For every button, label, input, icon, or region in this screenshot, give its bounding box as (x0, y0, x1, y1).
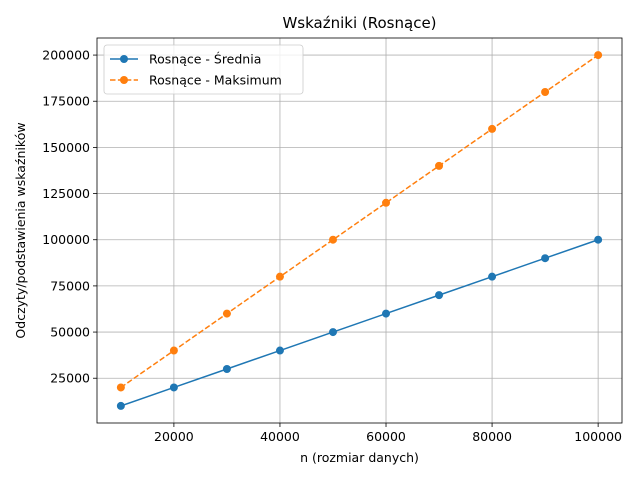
x-axis: 20000 40000 60000 80000 100000 (154, 423, 622, 444)
y-axis-label: Odczyty/podstawienia wskaźników (13, 122, 28, 338)
grid-lines (97, 38, 622, 423)
x-tick-label: 20000 (154, 429, 194, 444)
legend-marker-maximum (120, 76, 128, 84)
data-point (116, 383, 125, 392)
x-tick-label: 60000 (366, 429, 406, 444)
data-point (382, 198, 391, 207)
x-tick-label: 80000 (472, 429, 512, 444)
series-line (120, 54, 599, 389)
legend-marker-average (120, 55, 128, 63)
legend-label-maximum: Rosnące - Maksimum (149, 73, 282, 88)
data-point (169, 346, 178, 355)
data-point (275, 346, 284, 355)
y-tick-label: 175000 (42, 94, 90, 109)
data-point (541, 88, 550, 97)
legend-box (103, 44, 304, 95)
data-point (328, 235, 337, 244)
y-tick-label: 200000 (42, 48, 90, 63)
legend: Rosnące - Średnia Rosnące - Maksimum (103, 44, 304, 95)
series-layer (116, 51, 603, 410)
chart-title: Wskaźniki (Rosnące) (282, 14, 436, 32)
data-point (541, 254, 550, 263)
data-point (328, 328, 337, 337)
data-point (488, 272, 497, 281)
legend-item-maximum: Rosnące - Maksimum (110, 73, 282, 88)
series-line (120, 239, 599, 407)
y-tick-label: 50000 (50, 325, 90, 340)
data-point (382, 309, 391, 318)
y-tick-label: 100000 (42, 232, 90, 247)
plot-frame (96, 37, 623, 424)
data-point (222, 309, 231, 318)
data-point (435, 161, 444, 170)
x-tick-label: 40000 (260, 429, 300, 444)
data-point (222, 364, 231, 373)
y-tick-label: 125000 (42, 186, 90, 201)
data-point (435, 291, 444, 300)
y-tick-label: 75000 (50, 278, 90, 293)
legend-item-average: Rosnące - Średnia (110, 52, 261, 67)
legend-label-average: Rosnące - Średnia (149, 52, 261, 67)
y-axis: 25000 50000 75000 100000 125000 150000 175000 2… (42, 48, 97, 386)
x-axis-label: n (rozmiar danych) (300, 450, 419, 465)
y-tick-label: 150000 (42, 140, 90, 155)
data-point (116, 401, 125, 410)
x-tick-label: 100000 (574, 429, 622, 444)
data-point (594, 235, 603, 244)
data-point (488, 124, 497, 133)
data-point (169, 383, 178, 392)
data-point (275, 272, 284, 281)
data-point (594, 51, 603, 60)
y-tick-label: 25000 (50, 371, 90, 386)
